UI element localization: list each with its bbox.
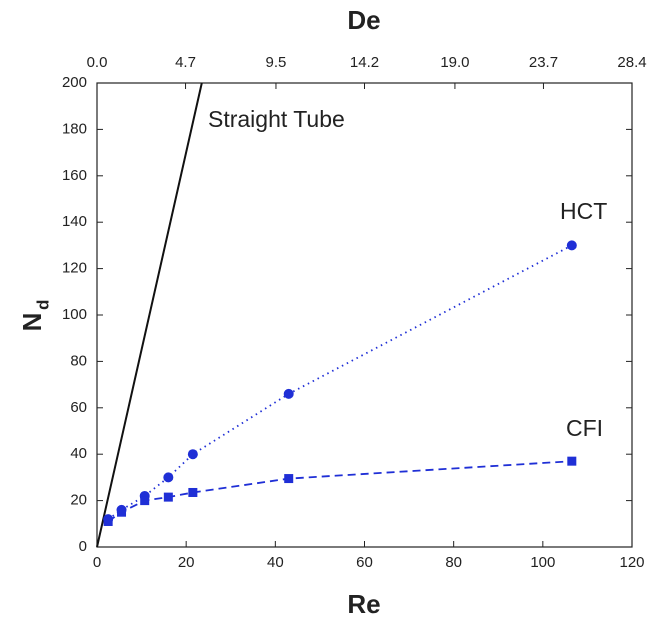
x2-tick-label: 23.7 [529, 54, 558, 71]
x-tick-label: 0 [93, 554, 101, 571]
x-tick-label: 20 [178, 554, 195, 571]
x2-tick-label: 19.0 [440, 54, 469, 71]
x-tick-label: 100 [530, 554, 555, 571]
series-label: Straight Tube [208, 106, 345, 132]
x2-tick-label: 0.0 [87, 54, 108, 71]
series-line [107, 244, 573, 520]
series-label: HCT [560, 198, 607, 224]
x2-tick-label: 9.5 [266, 54, 287, 71]
y-tick-label: 140 [62, 213, 87, 230]
series-label: CFI [566, 415, 603, 441]
x-tick-label: 120 [619, 554, 644, 571]
point [284, 474, 294, 484]
series-line [107, 460, 572, 523]
x2-tick-label: 28.4 [617, 54, 646, 71]
y-tick-label: 120 [62, 260, 87, 277]
y-axis-title: N d [17, 300, 53, 332]
point [117, 507, 127, 517]
y-axis-title-main: N [17, 313, 47, 332]
y-tick-label: 200 [62, 74, 87, 91]
point [566, 240, 577, 251]
x-axis-title: Re [347, 589, 380, 619]
point [567, 456, 577, 466]
y-axis-title-sub: d [33, 300, 52, 310]
point [140, 496, 150, 506]
point [187, 449, 198, 460]
x2-tick-label: 14.2 [350, 54, 379, 71]
x-tick-label: 80 [445, 554, 462, 571]
y-tick-label: 40 [70, 445, 87, 462]
y-tick-label: 0 [79, 538, 87, 555]
point [188, 487, 198, 497]
point [163, 492, 173, 502]
point [163, 472, 174, 483]
x2-tick-label: 4.7 [175, 54, 196, 71]
point [283, 388, 294, 399]
point [103, 516, 113, 526]
y-tick-label: 80 [70, 352, 87, 369]
x-tick-label: 40 [267, 554, 284, 571]
y-tick-label: 160 [62, 167, 87, 184]
x-tick-label: 60 [356, 554, 373, 571]
y-tick-label: 20 [70, 492, 87, 509]
x2-axis-title: De [347, 5, 380, 35]
plot-frame [96, 82, 633, 548]
y-tick-label: 100 [62, 306, 87, 323]
y-tick-label: 180 [62, 120, 87, 137]
y-tick-label: 60 [70, 399, 87, 416]
series-line [96, 82, 203, 548]
